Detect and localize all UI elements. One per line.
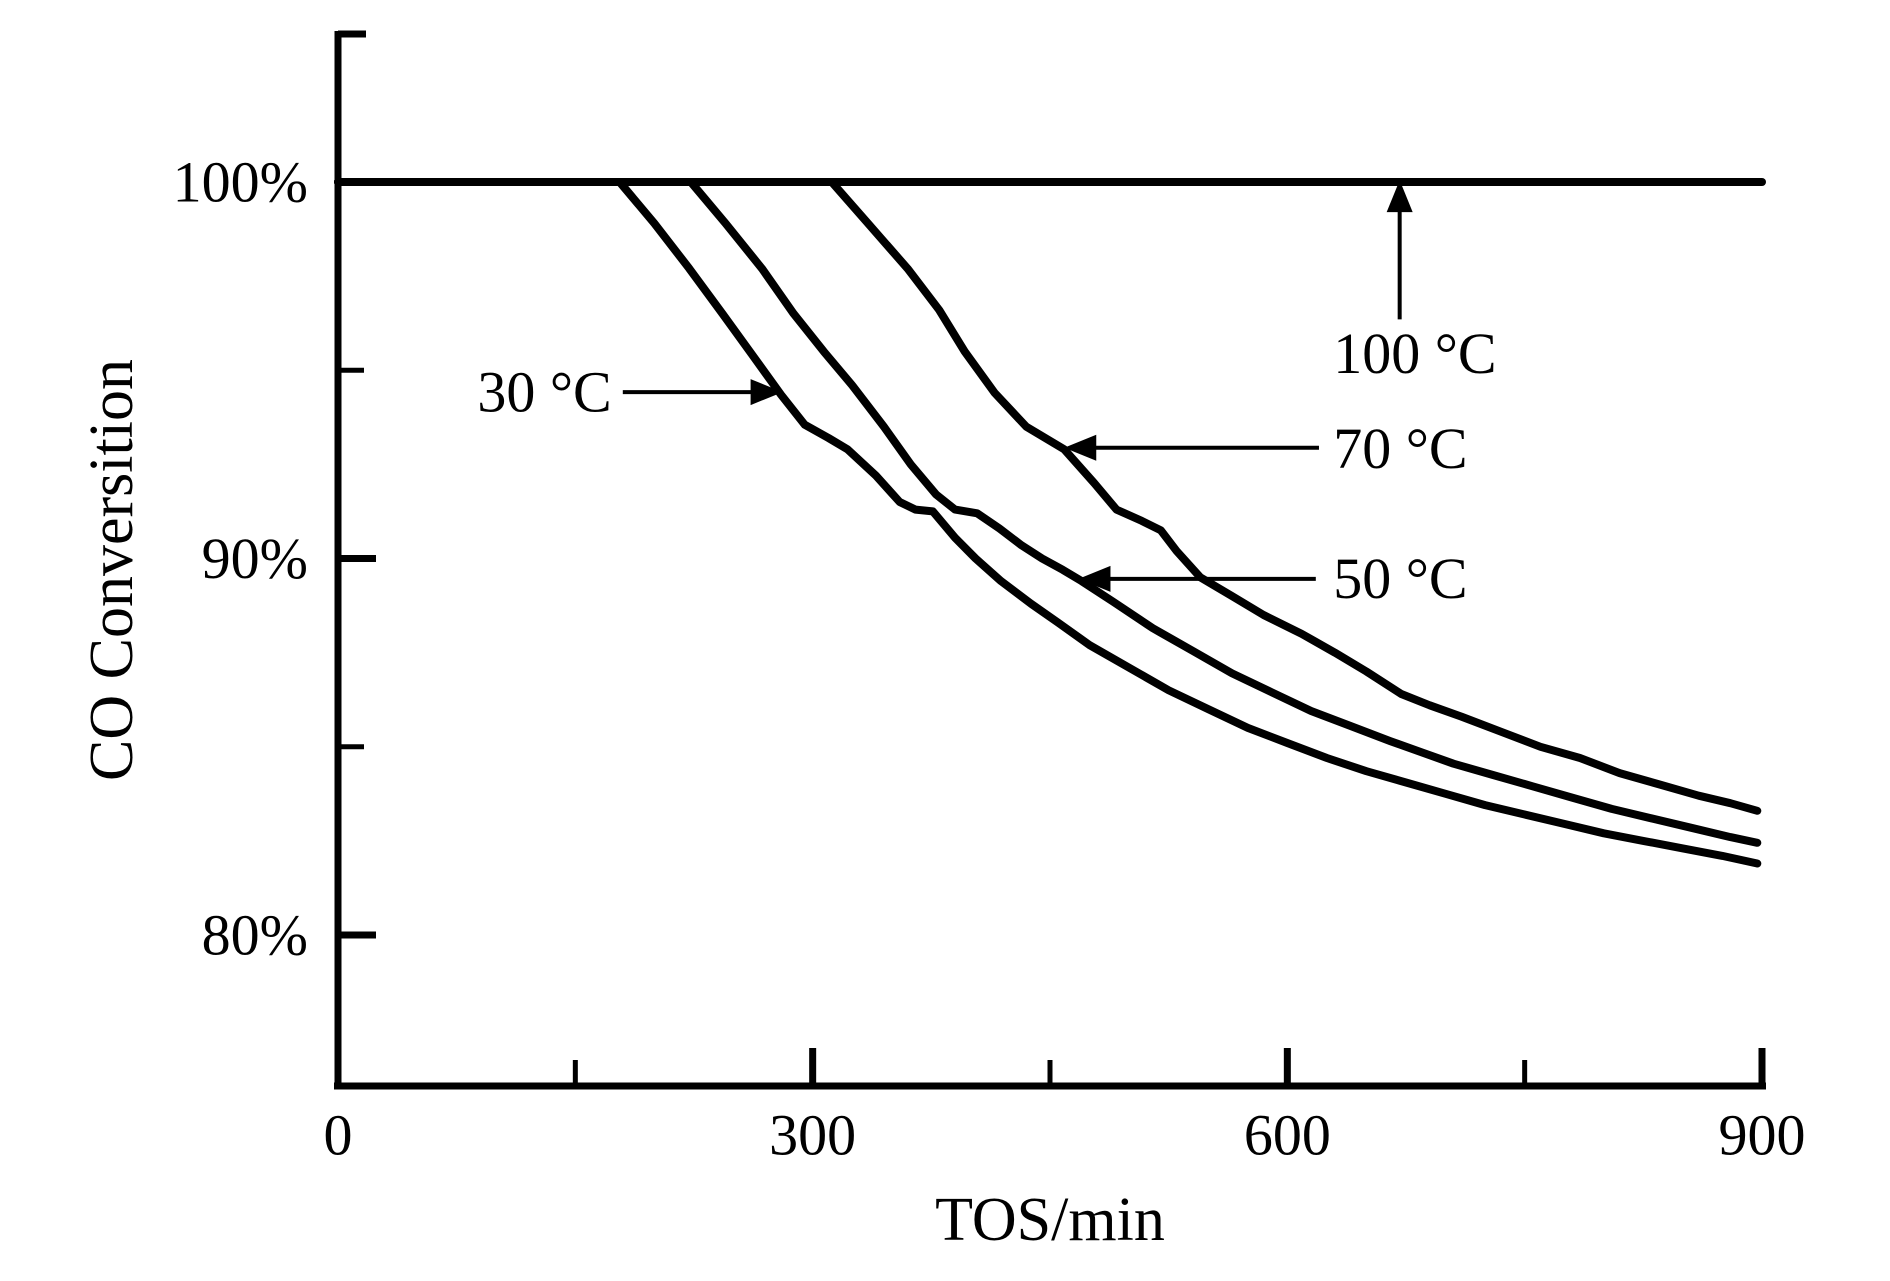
x-axis-title: TOS/min xyxy=(935,1186,1165,1254)
annotation-50c: 50 °C xyxy=(1078,546,1468,611)
annotation-70c: 70 °C xyxy=(1064,416,1468,481)
annotation-arrowhead-100c xyxy=(1386,180,1413,213)
x-tick-label-600: 600 xyxy=(1244,1103,1331,1168)
data-series xyxy=(334,178,1766,868)
annotation-label-30c: 30 °C xyxy=(477,360,611,425)
y-axis-title: CO Conversition xyxy=(78,359,146,781)
curve-50c xyxy=(334,178,1762,847)
x-tick-label-900: 900 xyxy=(1719,1103,1806,1168)
annotation-label-50c: 50 °C xyxy=(1333,546,1467,611)
y-tick-label-100: 100% xyxy=(173,150,308,215)
annotations: 100 °C 70 °C 50 °C 30 °C xyxy=(477,180,1497,611)
annotation-label-100c: 100 °C xyxy=(1333,321,1496,386)
annotation-arrowhead-50c xyxy=(1078,565,1111,592)
annotation-100c: 100 °C xyxy=(1333,180,1497,386)
x-tick-label-300: 300 xyxy=(769,1103,856,1168)
curve-30c xyxy=(334,178,1762,868)
annotation-arrowhead-30c xyxy=(750,379,783,406)
axis-ticks xyxy=(338,178,1528,1086)
annotation-30c: 30 °C xyxy=(477,360,783,425)
annotation-label-70c: 70 °C xyxy=(1333,416,1467,481)
x-tick-label-0: 0 xyxy=(324,1103,353,1168)
y-tick-label-90: 90% xyxy=(202,526,308,591)
axis-tick-labels: 0 300 600 900 100% 90% 80% xyxy=(173,150,1806,1168)
y-tick-label-80: 80% xyxy=(202,903,308,968)
annotation-arrowhead-70c xyxy=(1064,434,1097,461)
curve-70c xyxy=(334,178,1762,815)
